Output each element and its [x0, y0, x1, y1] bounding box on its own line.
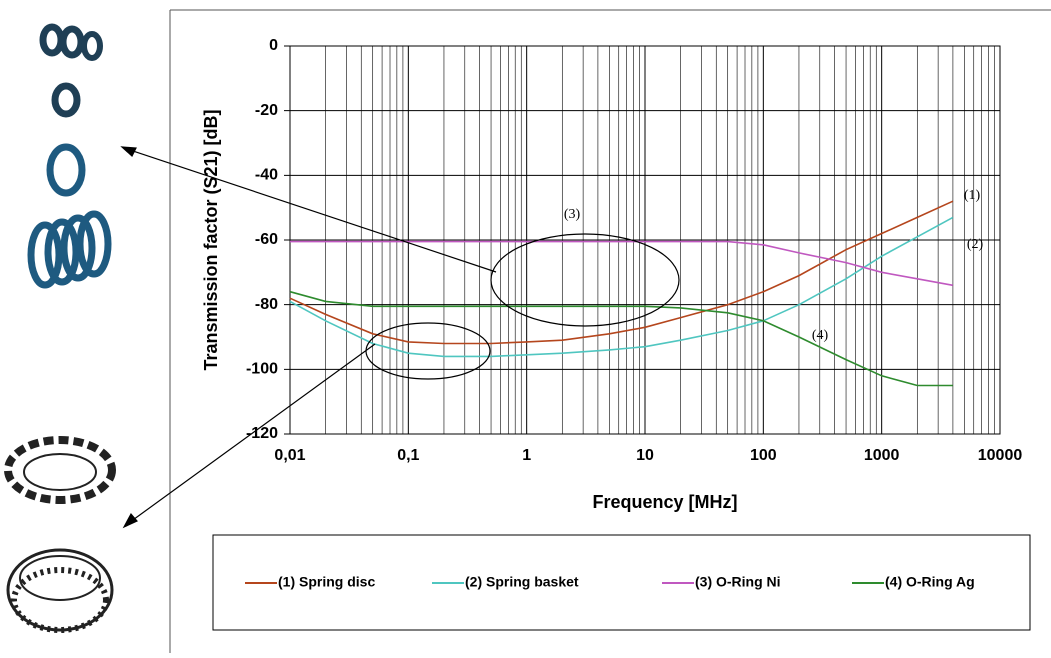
x-tick-label: 10000 [978, 447, 1023, 464]
y-tick-label: 0 [269, 37, 278, 54]
o-ring-images [27, 23, 112, 289]
annotation: (3) [564, 207, 581, 222]
annotation: (1) [964, 188, 981, 203]
y-tick-label: -20 [255, 102, 278, 119]
x-tick-label: 10 [636, 447, 654, 464]
annotation: (4) [812, 328, 829, 343]
x-tick-label: 1000 [864, 447, 900, 464]
y-tick-label: -40 [255, 167, 278, 184]
callouts [120, 146, 680, 529]
legend-label: (4) O-Ring Ag [885, 574, 975, 590]
x-tick-label: 0,1 [397, 447, 419, 464]
legend-label: (1) Spring disc [278, 574, 375, 590]
series-line [289, 216, 954, 358]
x-tick-label: 0,01 [274, 447, 305, 464]
y-tick-label: -80 [255, 296, 278, 313]
x-tick-label: 100 [750, 447, 777, 464]
y-axis-title: Transmission factor (S21) [dB] [201, 109, 221, 370]
x-tick-label: 1 [522, 447, 531, 464]
y-tick-label: -100 [246, 361, 278, 378]
x-axis-title: Frequency [MHz] [592, 492, 737, 512]
y-tick-label: -120 [246, 425, 278, 442]
plot-border [289, 45, 1001, 435]
legend-box [212, 534, 1031, 631]
legend-label: (3) O-Ring Ni [695, 574, 781, 590]
series-line [290, 240, 954, 287]
spring-images [4, 436, 116, 633]
series-line [289, 290, 953, 387]
legend-label: (2) Spring basket [465, 574, 579, 590]
y-tick-label: -60 [255, 231, 278, 248]
annotation: (2) [967, 237, 984, 252]
series-line [289, 200, 954, 345]
